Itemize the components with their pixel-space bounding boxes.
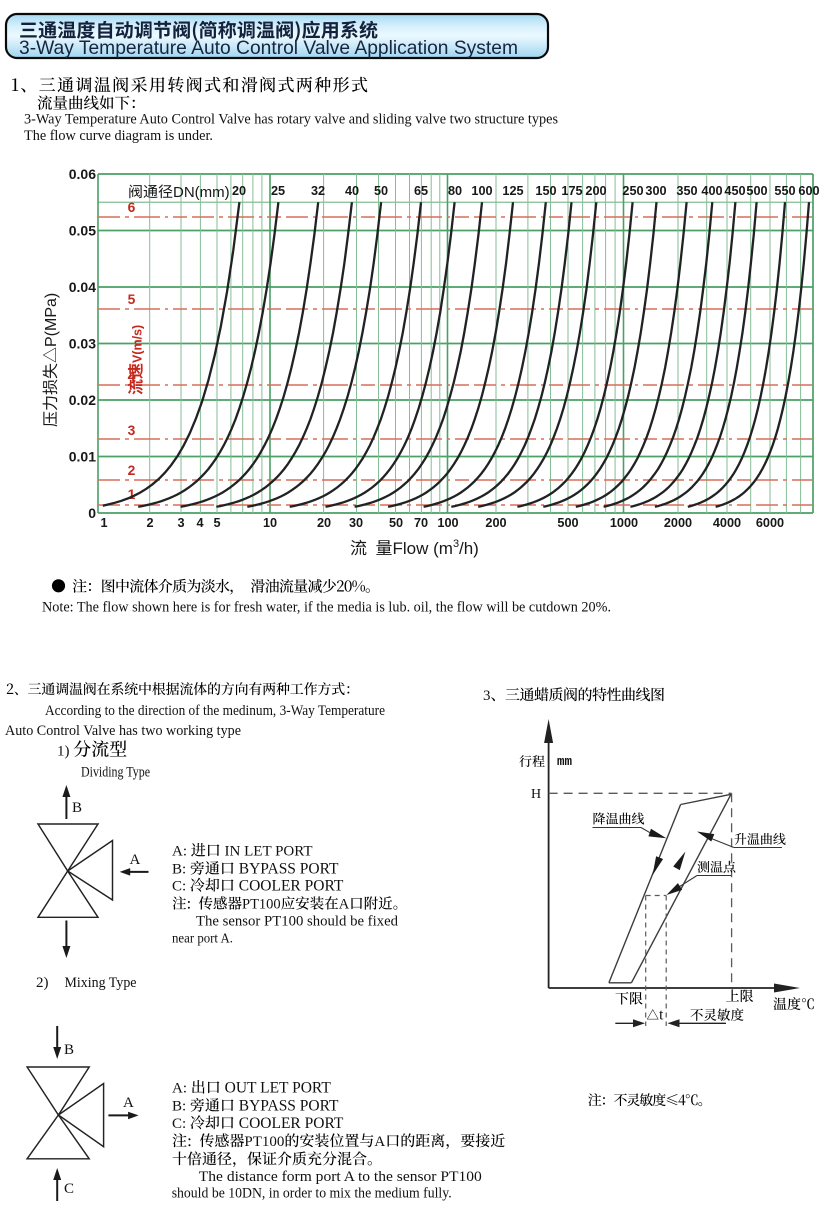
svg-text:mm: mm — [557, 755, 573, 769]
svg-text:The distance form port A to th: The distance form port A to the sensor P… — [199, 1169, 482, 1185]
svg-text:80: 80 — [448, 184, 462, 198]
svg-text:A: A — [374, 1134, 385, 1150]
svg-text:1: 1 — [100, 516, 107, 530]
svg-text:C:: C: — [172, 1116, 190, 1132]
svg-text:Auto Control Valve has two wor: Auto Control Valve has two working type — [5, 723, 241, 739]
svg-text:Note: The flow shown here is f: Note: The flow shown here is for fresh w… — [42, 600, 611, 616]
svg-text:3: 3 — [483, 688, 491, 704]
svg-text:A:: A: — [172, 844, 191, 860]
svg-text:32: 32 — [311, 184, 325, 198]
svg-text:PT100: PT100 — [242, 897, 281, 913]
svg-text:H: H — [531, 787, 541, 802]
svg-text:2: 2 — [146, 516, 153, 530]
svg-text:70: 70 — [414, 516, 428, 530]
svg-text:B:: B: — [172, 862, 190, 878]
svg-text:50: 50 — [389, 516, 403, 530]
svg-text:0.04: 0.04 — [69, 279, 96, 295]
svg-text:20: 20 — [232, 184, 246, 198]
svg-text:10: 10 — [263, 516, 277, 530]
svg-text:125: 125 — [502, 184, 523, 198]
svg-text:500: 500 — [557, 516, 578, 530]
svg-text:5: 5 — [128, 292, 136, 307]
svg-text:The flow curve diagram is unde: The flow curve diagram is under. — [24, 128, 213, 144]
svg-text:500: 500 — [746, 184, 767, 198]
svg-text:C: C — [64, 1181, 74, 1197]
svg-text:PT100: PT100 — [244, 1134, 284, 1150]
svg-text:0.06: 0.06 — [69, 166, 96, 182]
svg-text:3-Way Temperature Auto Control: 3-Way Temperature Auto Control Valve has… — [24, 112, 558, 128]
svg-text:4000: 4000 — [713, 516, 741, 530]
svg-text:2): 2) — [36, 975, 49, 991]
svg-text:OUT LET PORT: OUT LET PORT — [221, 1080, 332, 1097]
svg-text:DN(mm): DN(mm) — [173, 184, 230, 201]
svg-text:200: 200 — [585, 184, 606, 198]
svg-text:COOLER PORT: COOLER PORT — [235, 1115, 344, 1132]
svg-text:20: 20 — [317, 516, 331, 530]
svg-text:B:: B: — [172, 1099, 190, 1115]
svg-text:2000: 2000 — [664, 516, 692, 530]
svg-text:250: 250 — [622, 184, 643, 198]
svg-text:600: 600 — [798, 184, 819, 198]
svg-text:The sensor PT100 should be fix: The sensor PT100 should be fixed — [196, 914, 399, 930]
svg-text:3: 3 — [453, 538, 459, 550]
svg-text:30: 30 — [349, 516, 363, 530]
svg-text:0.01: 0.01 — [69, 449, 96, 465]
svg-text:A: A — [130, 852, 141, 868]
svg-text:40: 40 — [345, 184, 359, 198]
svg-text:6000: 6000 — [756, 516, 784, 530]
svg-text:BYPASS PORT: BYPASS PORT — [235, 1098, 339, 1115]
svg-text:COOLER PORT: COOLER PORT — [235, 878, 344, 895]
svg-text:4: 4 — [196, 516, 203, 530]
svg-text:25: 25 — [271, 184, 285, 198]
svg-text:175: 175 — [561, 184, 582, 198]
svg-text:100: 100 — [437, 516, 458, 530]
svg-text:0.05: 0.05 — [69, 223, 96, 239]
svg-text:A:: A: — [172, 1081, 191, 1097]
svg-text:1000: 1000 — [610, 516, 638, 530]
svg-text:/h): /h) — [459, 539, 479, 558]
svg-text:300: 300 — [645, 184, 666, 198]
svg-text:A: A — [123, 1095, 134, 1111]
svg-text:4: 4 — [128, 369, 136, 384]
svg-text:65: 65 — [414, 184, 428, 198]
svg-text:0.02: 0.02 — [69, 392, 96, 408]
svg-text:C:: C: — [172, 879, 190, 895]
svg-text:3: 3 — [128, 423, 136, 438]
svg-text:BYPASS PORT: BYPASS PORT — [235, 861, 339, 878]
svg-text:A: A — [339, 897, 350, 913]
svg-text:6: 6 — [128, 200, 136, 215]
svg-text:50: 50 — [374, 184, 388, 198]
svg-text:IN LET PORT: IN LET PORT — [221, 844, 313, 860]
svg-text:100: 100 — [471, 184, 492, 198]
svg-text:V(m/s): V(m/s) — [131, 325, 145, 363]
svg-text:P(MPa): P(MPa) — [43, 293, 60, 347]
svg-text:2: 2 — [128, 463, 136, 478]
svg-text:B: B — [64, 1042, 74, 1058]
svg-text:0.03: 0.03 — [69, 336, 96, 352]
svg-text:0: 0 — [88, 505, 96, 521]
svg-text:3-Way Temperature Auto Control: 3-Way Temperature Auto Control Valve App… — [19, 37, 518, 59]
svg-text:1): 1) — [57, 744, 73, 760]
svg-text:Dividing Type: Dividing Type — [81, 765, 150, 781]
svg-text:550: 550 — [774, 184, 795, 198]
svg-text:near port A.: near port A. — [172, 932, 233, 947]
svg-text:450: 450 — [724, 184, 745, 198]
svg-text:According to the direction of: According to the direction of the medinu… — [45, 703, 385, 719]
svg-text:1: 1 — [128, 487, 136, 502]
svg-text:350: 350 — [676, 184, 697, 198]
svg-text:t: t — [659, 1007, 664, 1024]
svg-text:3: 3 — [177, 516, 184, 530]
svg-text:B: B — [72, 800, 82, 816]
svg-text:Mixing Type: Mixing Type — [65, 975, 137, 991]
svg-text:400: 400 — [701, 184, 722, 198]
svg-text:150: 150 — [535, 184, 556, 198]
svg-text:5: 5 — [213, 516, 220, 530]
svg-text:should be 10DN, in order to mi: should be 10DN, in order to mix the medi… — [172, 1185, 452, 1201]
svg-text:200: 200 — [485, 516, 506, 530]
svg-text:Flow (m: Flow (m — [393, 539, 453, 558]
